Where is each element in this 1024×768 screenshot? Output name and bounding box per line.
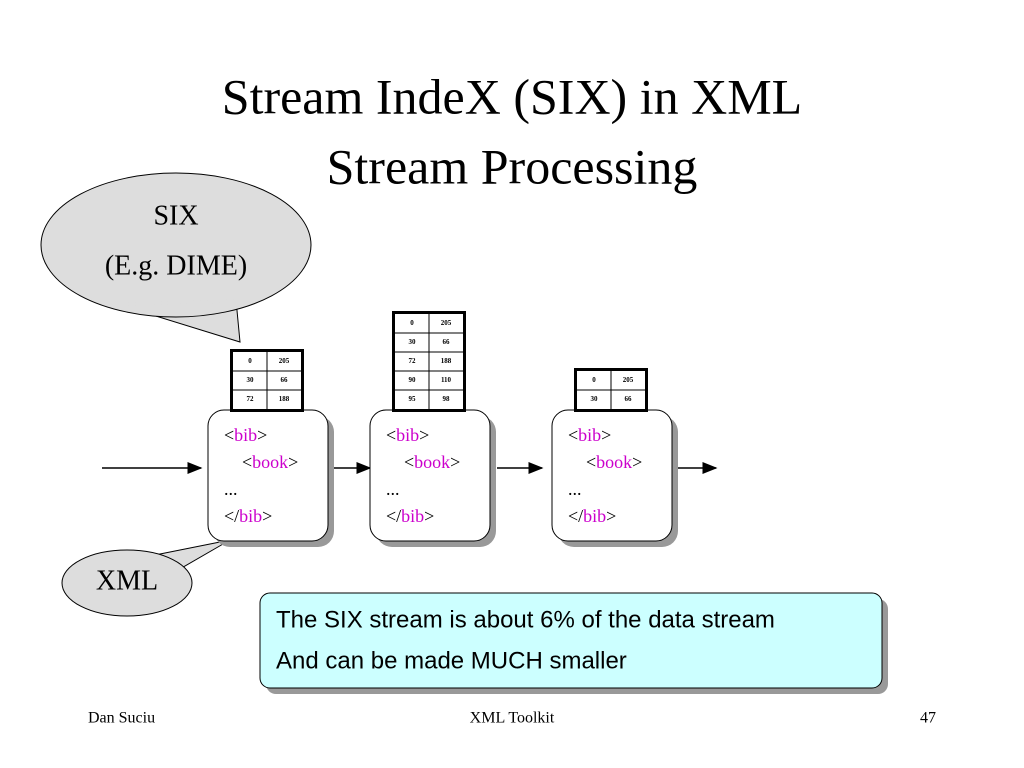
xml-line: </bib> xyxy=(224,506,272,526)
text: ... xyxy=(386,479,400,499)
bracket: > xyxy=(424,506,434,526)
bracket: > xyxy=(419,425,429,445)
xml-line: ... xyxy=(386,479,400,499)
xml-line: <bib> xyxy=(568,425,611,445)
xml-line: </bib> xyxy=(568,506,616,526)
table-cell: 66 xyxy=(281,376,289,384)
bracket: > xyxy=(606,506,616,526)
table-cell: 90 xyxy=(409,376,417,384)
footer-page: 47 xyxy=(920,710,936,727)
table-cell: 72 xyxy=(247,395,255,403)
note-text: The SIX stream is about 6% of the data s… xyxy=(276,606,775,633)
bracket: > xyxy=(632,452,642,472)
xml-line: <book> xyxy=(404,452,460,472)
bracket: </ xyxy=(386,506,401,526)
bracket: </ xyxy=(224,506,239,526)
xml-line: <bib> xyxy=(386,425,429,445)
bracket: > xyxy=(288,452,298,472)
bracket: < xyxy=(386,425,396,445)
footer-author: Dan Suciu xyxy=(88,710,155,727)
bracket: < xyxy=(404,452,414,472)
bracket: < xyxy=(586,452,596,472)
text: ... xyxy=(224,479,238,499)
callout-text: (E.g. DIME) xyxy=(105,250,247,281)
xml-line: <book> xyxy=(242,452,298,472)
xml-callout: XML xyxy=(61,539,231,617)
text: ... xyxy=(568,479,582,499)
callout-text: SIX xyxy=(153,200,198,231)
table-cell: 66 xyxy=(625,395,633,403)
tag-name: bib xyxy=(234,425,257,445)
bracket: < xyxy=(568,425,578,445)
table-cell: 66 xyxy=(443,338,451,346)
tag-name: book xyxy=(252,452,288,472)
table-cell: 30 xyxy=(591,395,599,403)
table-cell: 205 xyxy=(279,357,290,365)
table-cell: 188 xyxy=(279,395,290,403)
table-cell: 0 xyxy=(592,376,596,384)
tag-name: bib xyxy=(583,506,606,526)
xml-line: ... xyxy=(224,479,238,499)
table-cell: 72 xyxy=(409,357,417,365)
tag-name: bib xyxy=(396,425,419,445)
note: The SIX stream is about 6% of the data s… xyxy=(259,592,888,694)
callout-text: XML xyxy=(96,565,158,596)
tag-name: book xyxy=(414,452,450,472)
xml-line: ... xyxy=(568,479,582,499)
table-cell: 0 xyxy=(248,357,252,365)
bracket: > xyxy=(601,425,611,445)
title-line: Stream IndeX (SIX) in XML xyxy=(222,68,802,124)
bracket: </ xyxy=(568,506,583,526)
bracket: > xyxy=(262,506,272,526)
six-callout: SIX (E.g. DIME) xyxy=(40,172,312,343)
bracket: < xyxy=(224,425,234,445)
xml-line: <book> xyxy=(586,452,642,472)
xml-line: </bib> xyxy=(386,506,434,526)
footer-course: XML Toolkit xyxy=(470,710,555,727)
table-cell: 0 xyxy=(410,319,414,327)
table-cell: 30 xyxy=(409,338,417,346)
tag-name: bib xyxy=(401,506,424,526)
table-cell: 205 xyxy=(441,319,452,327)
tag-name: bib xyxy=(239,506,262,526)
table-cell: 110 xyxy=(441,376,452,384)
bracket: > xyxy=(257,425,267,445)
table-cell: 98 xyxy=(443,395,451,403)
table-cell: 30 xyxy=(247,376,255,384)
bracket: > xyxy=(450,452,460,472)
tag-name: book xyxy=(596,452,632,472)
xml-line: <bib> xyxy=(224,425,267,445)
table-cell: 205 xyxy=(623,376,634,384)
note-text: And can be made MUCH smaller xyxy=(276,647,627,674)
tag-name: bib xyxy=(578,425,601,445)
table-cell: 188 xyxy=(441,357,452,365)
bracket: < xyxy=(242,452,252,472)
table-cell: 95 xyxy=(409,395,417,403)
title-line: Stream Processing xyxy=(327,138,698,194)
